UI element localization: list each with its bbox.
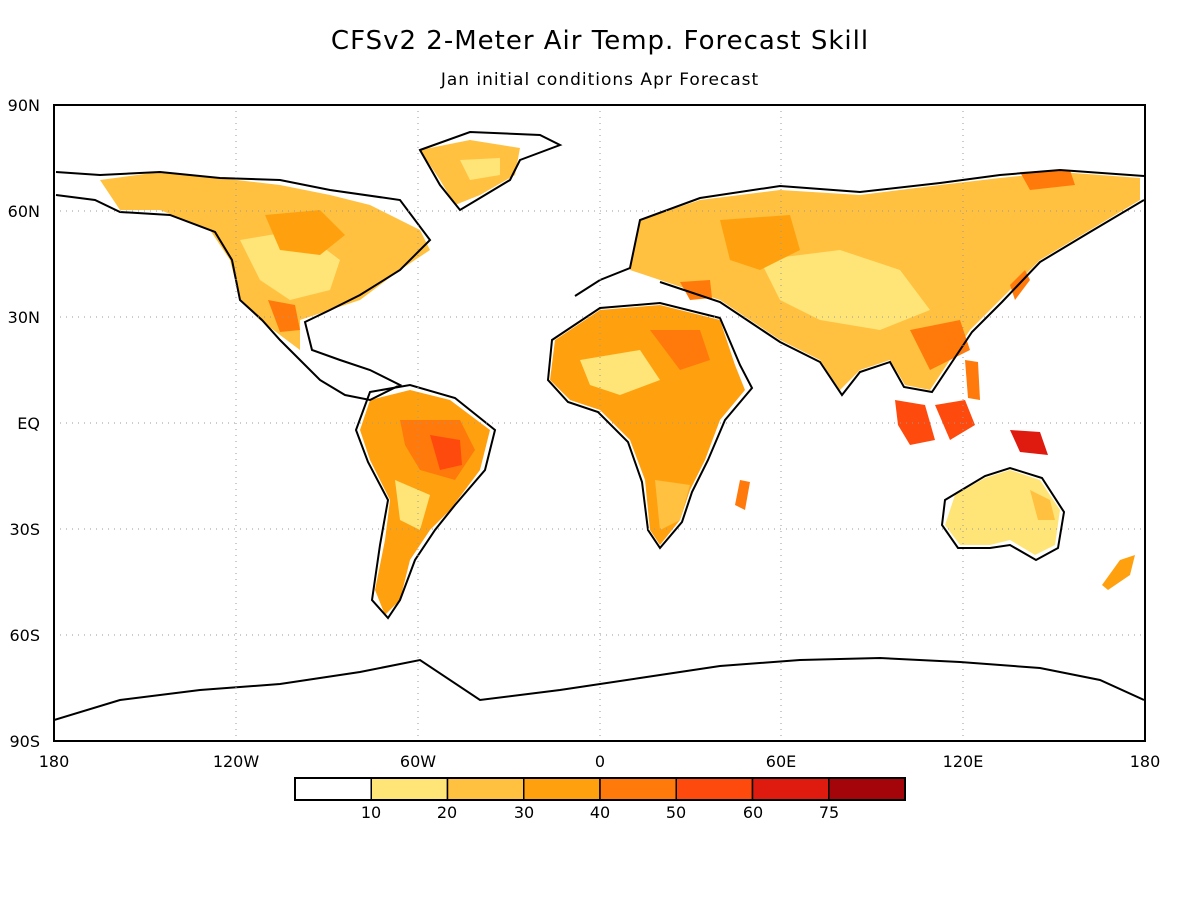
south-america-skill-very-high	[430, 435, 462, 470]
south-america-skill-light	[395, 480, 430, 530]
lat-label-60s: 60S	[9, 626, 40, 645]
colorbar-frame	[294, 777, 906, 801]
africa-skill-high	[650, 330, 710, 370]
lat-label-90s: 90S	[9, 732, 40, 751]
skill-shading	[100, 140, 1140, 615]
colorbar-label-20: 20	[437, 803, 457, 822]
colorbar-cell-6	[751, 777, 830, 801]
borneo-skill	[935, 400, 975, 440]
colorbar-label-75: 75	[819, 803, 839, 822]
coast-eurasia	[574, 168, 1145, 397]
lat-label-30s: 30S	[9, 520, 40, 539]
colorbar-label-10: 10	[361, 803, 381, 822]
coast-antarctica	[54, 656, 1145, 721]
eurasia-skill-mid	[720, 215, 800, 270]
coast-north-america	[55, 170, 432, 402]
colorbar-cell-7	[828, 777, 906, 801]
colorbar-cell-1	[370, 777, 449, 801]
colorbar-cell-3	[523, 777, 601, 801]
sumatra-skill	[895, 400, 935, 445]
coast-greenland	[418, 130, 563, 212]
new-zealand-skill	[1102, 555, 1135, 590]
latitude-labels: 90N 60N 30N EQ 30S 60S 90S	[8, 96, 40, 751]
longitude-labels: 180 120W 60W 0 60E 120E 180	[39, 752, 1161, 771]
north-america-skill-mid	[265, 210, 345, 255]
map-title: CFSv2 2-Meter Air Temp. Forecast Skill	[330, 26, 870, 56]
lon-label-60e: 60E	[766, 752, 796, 771]
coast-south-america	[354, 383, 497, 620]
colorbar-label-50: 50	[666, 803, 686, 822]
coast-africa	[546, 301, 754, 550]
colorbar-cell-0	[294, 777, 372, 801]
greenland-skill-light	[460, 158, 500, 180]
new-guinea-skill	[1010, 430, 1048, 455]
lat-label-90n: 90N	[8, 96, 40, 115]
colorbar-cell-2	[446, 777, 525, 801]
eurasia-skill-light	[760, 250, 930, 330]
africa-skill-light	[580, 350, 660, 395]
colorbar-label-60: 60	[743, 803, 763, 822]
lon-label-60w: 60W	[400, 752, 436, 771]
philippines-skill	[965, 360, 980, 400]
colorbar-cell-5	[675, 777, 754, 801]
colorbar-label-30: 30	[514, 803, 534, 822]
colorbar-labels: 10 20 30 40 50 60 75	[361, 803, 839, 822]
coastlines	[54, 130, 1145, 721]
lon-label-180e: 180	[1130, 752, 1161, 771]
africa-skill	[550, 305, 745, 545]
lon-label-0: 0	[595, 752, 605, 771]
north-america-skill-high	[268, 300, 300, 332]
lon-label-120w: 120W	[213, 752, 260, 771]
coast-australia	[940, 466, 1066, 562]
madagascar-skill	[735, 480, 750, 510]
turkey-skill-high	[680, 280, 712, 300]
lat-label-30n: 30N	[8, 308, 40, 327]
lat-label-60n: 60N	[8, 202, 40, 221]
lon-label-180w: 180	[39, 752, 70, 771]
lat-label-eq: EQ	[17, 414, 40, 433]
australia-skill-mid	[1030, 490, 1055, 520]
map-frame	[53, 104, 1146, 742]
lon-label-120e: 120E	[943, 752, 984, 771]
colorbar-cell-4	[599, 777, 677, 801]
colorbar: 10 20 30 40 50 60 75	[294, 777, 906, 822]
graticule	[54, 105, 1145, 741]
colorbar-label-40: 40	[590, 803, 610, 822]
africa-skill-south	[655, 480, 690, 530]
siberia-skill-high	[1020, 170, 1075, 190]
map-subtitle: Jan initial conditions Apr Forecast	[440, 70, 760, 90]
